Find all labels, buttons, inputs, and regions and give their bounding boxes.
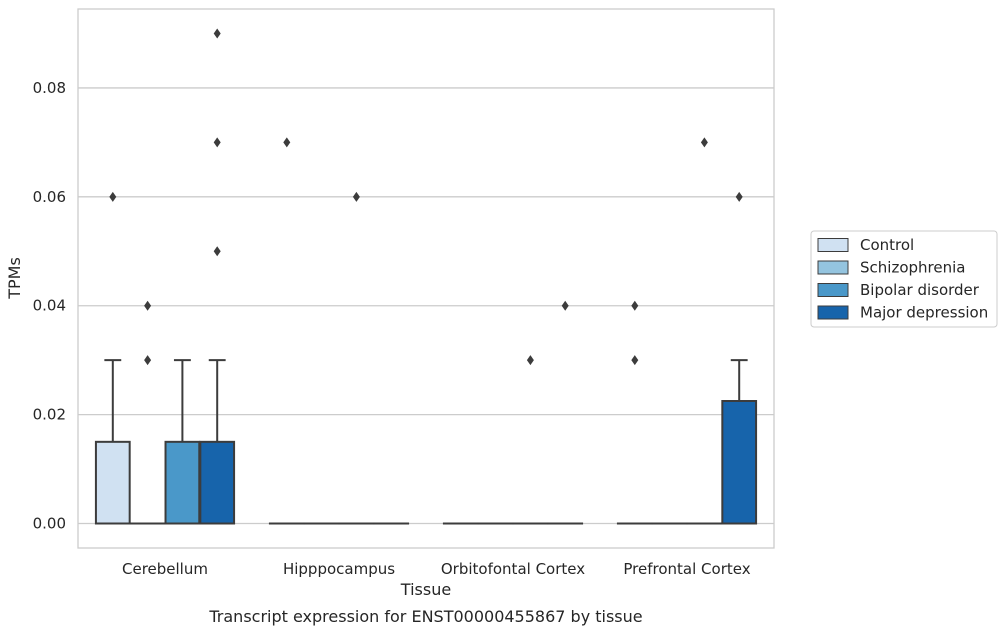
- outlier-point: [213, 137, 221, 148]
- outlier-point: [213, 28, 221, 39]
- legend-label: Schizophrenia: [860, 259, 965, 277]
- y-tick-label: 0.06: [33, 188, 66, 206]
- boxes: [94, 28, 758, 525]
- y-axis-ticks: 0.00 0.02 0.04 0.06 0.08: [33, 79, 66, 533]
- y-tick-label: 0.08: [33, 79, 66, 97]
- outlier-point: [631, 300, 639, 311]
- outlier-point: [526, 355, 534, 366]
- legend-frame: [810, 230, 998, 328]
- outlier-point: [109, 191, 117, 202]
- legend-swatch: [817, 305, 849, 320]
- plot-area: [77, 8, 775, 549]
- x-tick-label: Cerebellum: [122, 560, 208, 578]
- box: [721, 400, 758, 525]
- x-tick-label: Prefrontal Cortex: [623, 560, 750, 578]
- y-axis-title: TPMs: [5, 257, 24, 300]
- box: [164, 440, 201, 525]
- x-tick-label: Hipppocampus: [283, 560, 395, 578]
- y-tick-label: 0.02: [33, 406, 66, 424]
- legend-label: Major depression: [860, 304, 988, 322]
- plot-frame: [77, 8, 775, 549]
- outlier-point: [561, 300, 569, 311]
- x-axis-ticks: Cerebellum Hipppocampus Orbitofontal Corte…: [122, 560, 751, 578]
- x-axis-title: Tissue: [400, 580, 451, 599]
- legend-swatch: [817, 283, 849, 297]
- box: [94, 440, 131, 525]
- y-tick-label: 0.00: [33, 515, 66, 533]
- series-schizophrenia: [129, 300, 688, 525]
- outlier-point: [144, 355, 152, 366]
- legend-label: Bipolar disorder: [860, 281, 980, 299]
- legend-swatch: [817, 238, 849, 252]
- legend-swatch: [817, 260, 849, 275]
- series-bipolar-disorder: [164, 137, 723, 525]
- outlier-point: [283, 137, 291, 148]
- legend: Control Schizophrenia Bipolar disorder Majo…: [810, 230, 998, 328]
- outlier-point: [735, 191, 743, 202]
- box: [199, 440, 236, 525]
- series-control: [94, 137, 653, 525]
- x-tick-label: Orbitofontal Cortex: [441, 560, 585, 578]
- outlier-point: [352, 191, 360, 202]
- outlier-point: [631, 355, 639, 366]
- series-major-depression: [199, 28, 758, 525]
- outlier-point: [700, 137, 708, 148]
- legend-label: Control: [860, 236, 914, 254]
- outlier-point: [213, 246, 221, 257]
- y-tick-label: 0.04: [33, 297, 66, 315]
- outlier-point: [144, 300, 152, 311]
- figure-caption: Transcript expression for ENST0000045586…: [208, 607, 642, 626]
